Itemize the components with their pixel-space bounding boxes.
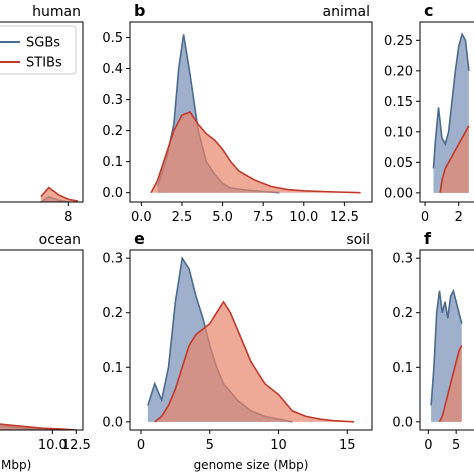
ytick-label-b: 0.5 [102,31,123,46]
xtick-label-a: 8 [64,210,72,225]
xtick-label-e: 15 [339,438,356,453]
ytick-label-e: 0.3 [102,252,123,267]
panel-b: 0.0 2.5 5.0 7.5 10.0 12.5 0.0 0.1 0.2 0.3 0.4 0.5 an… [102,1,373,225]
frame-e [129,249,373,431]
ytick-label-c: 0.10 [384,125,413,140]
ytick-label-e: 0.2 [102,306,123,321]
ytick-label-c: 0.15 [384,95,413,110]
line-stib-f [438,345,463,423]
legend: SGBs STIBs [0,25,77,75]
xtick-label-e: 0 [137,438,145,453]
ytick-label-f: 0.1 [392,361,413,376]
frame-f [419,249,474,431]
plot-area-b [150,34,361,194]
panel-title-e: soil [346,232,370,248]
xtick-label-b: 2.5 [172,210,193,225]
xtick-label-d: 10.0 [38,438,67,453]
panel-d: 10.012.5 ocean Mbp) [0,232,91,472]
panel-e: 0 5 10 15 0.0 0.1 0.2 0.3 soil e genome size (Mbp) [102,229,373,472]
plot-area-c [432,32,470,193]
area-stib-a [40,187,79,202]
plot-area-e [147,255,355,423]
xtick-label-f: 0 [424,438,432,453]
plot-area-d [0,423,77,430]
xtick-label-b: 10.0 [289,210,318,225]
panel-f: 0 5 0.0 0.1 0.2 0.3 f [392,229,474,453]
legend-label-sgb: SGBs [26,36,60,51]
ytick-label-b: 0.3 [102,93,123,108]
line-sgb-f [430,288,463,406]
xtick-label-b: 0.0 [131,210,152,225]
ytick-label-e: 0.0 [102,415,123,430]
area-stib-b [151,112,361,193]
area-stib-d [0,424,77,430]
line-stib-d [0,423,77,430]
ytick-label-f: 0.0 [392,415,413,430]
frame-a [0,21,84,203]
ytick-label-c: 0.25 [384,34,413,49]
panel-letter-e: e [134,229,145,248]
xtick-label-e: 10 [270,438,287,453]
ytick-label-b: 0.2 [102,124,123,139]
line-sgb-c [432,32,470,169]
panel-title-d: ocean [39,232,81,248]
area-stib-e [154,301,355,422]
x-axis-label-e: genome size (Mbp) [194,458,309,472]
xtick-label-f: 5 [452,438,460,453]
ytick-label-f: 0.2 [392,306,413,321]
ytick-label-e: 0.1 [102,361,123,376]
line-stib-b [150,111,361,194]
line-stib-a [40,186,79,202]
xtick-label-e: 5 [206,438,214,453]
panel-c: 0 2 0.00 0.05 0.10 0.15 0.20 0.25 c [384,1,474,225]
xtick-label-d: 12.5 [62,438,91,453]
frame-b [129,21,373,203]
x-axis-label-d: Mbp) [1,458,31,472]
panel-letter-f: f [424,229,432,248]
ytick-label-b: 0.1 [102,155,123,170]
frame-c [419,21,474,203]
line-stib-e [154,300,355,423]
ytick-label-c: 0.00 [384,186,413,201]
panel-letter-c: c [424,1,433,20]
panel-title-b: animal [323,4,370,20]
xtick-label-b: 5.0 [212,210,233,225]
area-stib-c [440,125,469,193]
xtick-label-b: 12.5 [330,210,359,225]
frame-d [0,249,84,431]
xtick-label-c: 2 [455,210,463,225]
panel-title-a: human [32,4,81,20]
panel-a: 8 human [0,4,84,225]
plot-area-f [430,288,463,423]
ytick-label-c: 0.20 [384,64,413,79]
panel-letter-b: b [134,1,145,20]
line-stib-c [439,125,470,193]
ytick-label-f: 0.3 [392,252,413,267]
plot-area-a [40,186,79,202]
ytick-label-b: 0.4 [102,62,123,77]
ytick-label-b: 0.0 [102,186,123,201]
legend-label-stib: STIBs [26,56,62,71]
xtick-label-c: 0 [421,210,429,225]
xtick-label-b: 7.5 [253,210,274,225]
ytick-label-c: 0.05 [384,156,413,171]
